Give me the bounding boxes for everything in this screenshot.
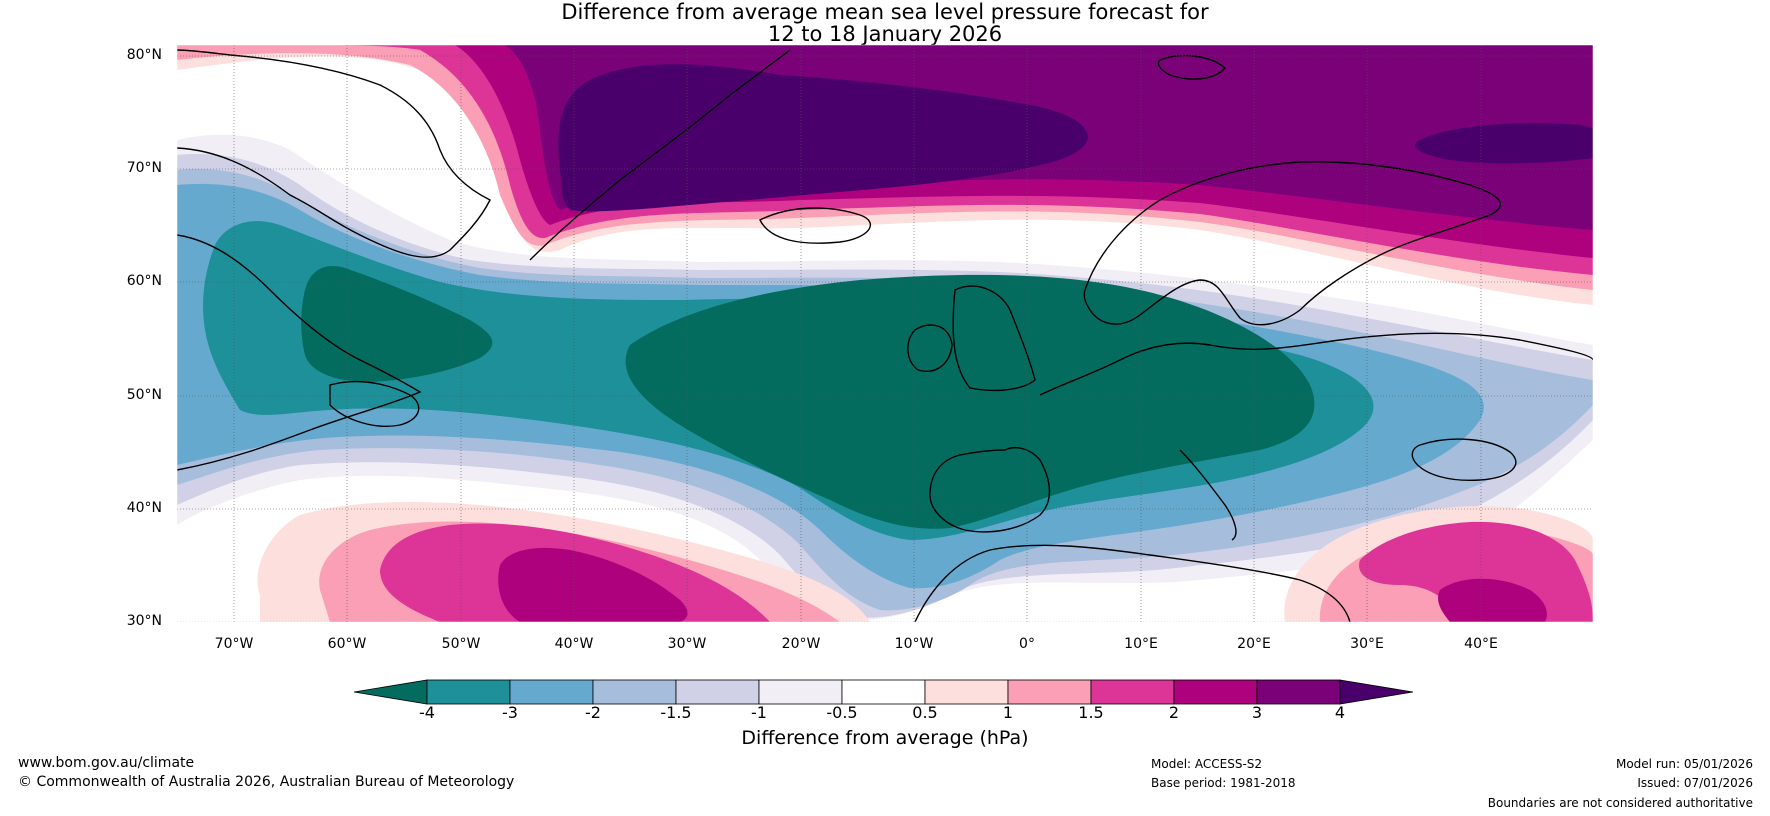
lat-label-80n: 80°N	[126, 47, 162, 63]
lon-label-40e: 40°E	[1464, 636, 1498, 652]
colorbar-tick: 2	[1168, 703, 1180, 722]
central-negative-core-4-labrador	[301, 266, 493, 382]
colorbar	[353, 679, 1414, 705]
black-sea-coast	[1411, 438, 1517, 482]
boundaries-disclaimer: Boundaries are not considered authoritat…	[1487, 796, 1753, 810]
lon-label-50w: 50°W	[441, 636, 481, 652]
lon-label-0: 0°	[1019, 636, 1035, 652]
southeast-positive-band-2	[1438, 578, 1547, 622]
italy-coast	[1179, 449, 1237, 541]
chart-title-line-2: 12 to 18 January 2026	[767, 22, 1003, 46]
coastlines	[177, 49, 1593, 622]
colorbar-swatch	[675, 679, 760, 705]
colorbar-tick: -1	[751, 703, 767, 722]
north-africa-coast	[914, 544, 1351, 622]
lon-label-70w: 70°W	[214, 636, 254, 652]
colorbar-swatch	[426, 679, 511, 705]
model-name: Model: ACCESS-S2	[1151, 757, 1263, 771]
colorbar-swatch	[1007, 679, 1092, 705]
lon-label-20w: 20°W	[781, 636, 821, 652]
colorbar-swatch	[758, 679, 843, 705]
colorbar-swatch	[1256, 679, 1341, 705]
north-positive-core-4-barents	[1415, 123, 1593, 164]
colorbar-extend-low	[353, 679, 428, 705]
colorbar-swatch	[1173, 679, 1258, 705]
map-frame	[176, 44, 1594, 623]
iceland-coast	[759, 207, 872, 244]
scandinavia-coast	[1083, 161, 1502, 326]
base-period: Base period: 1981-2018	[1151, 776, 1296, 790]
colorbar-tick: -1.5	[660, 703, 692, 722]
lon-label-60w: 60°W	[327, 636, 367, 652]
lon-label-10w: 10°W	[894, 636, 934, 652]
central-negative-core-4-europe	[625, 274, 1315, 529]
colorbar-tick: -2	[585, 703, 601, 722]
colorbar-tick: 4	[1334, 703, 1346, 722]
newfoundland-coast	[329, 380, 420, 427]
colorbar-label: Difference from average (hPa)	[741, 727, 1029, 749]
chart-title-line-1: Difference from average mean sea level p…	[561, 0, 1209, 24]
lon-label-10e: 10°E	[1124, 636, 1158, 652]
colorbar-swatch	[509, 679, 594, 705]
colorbar-swatch	[924, 679, 1009, 705]
colorbar-tick: -3	[502, 703, 518, 722]
colorbar-tick: 1	[1002, 703, 1014, 722]
north-positive-core-4-greenland-sea	[558, 64, 1088, 212]
ireland-coast	[907, 324, 953, 372]
iberia-coast	[929, 447, 1051, 533]
greenland-east-coast	[529, 49, 791, 261]
anomaly-fields	[177, 45, 1593, 622]
lat-label-50n: 50°N	[126, 387, 162, 403]
colorbar-swatch	[1090, 679, 1175, 705]
greenland-coast	[177, 49, 491, 258]
lon-label-20e: 20°E	[1237, 636, 1271, 652]
model-run-date: Model run: 05/01/2026	[1615, 757, 1753, 771]
lat-label-30n: 30°N	[126, 613, 162, 629]
copyright-notice: © Commonwealth of Australia 2026, Austra…	[18, 774, 515, 790]
british-isles-coast	[952, 285, 1036, 392]
lat-label-70n: 70°N	[126, 160, 162, 176]
lat-label-60n: 60°N	[126, 273, 162, 289]
issued-date: Issued: 07/01/2026	[1637, 776, 1753, 790]
lon-label-30w: 30°W	[667, 636, 707, 652]
colorbar-extend-high	[1339, 679, 1414, 705]
colorbar-tick: 1.5	[1078, 703, 1104, 722]
colorbar-tick: 0.5	[912, 703, 938, 722]
colorbar-tick: 3	[1251, 703, 1263, 722]
europe-mainland-coast	[1039, 332, 1593, 396]
lon-label-40w: 40°W	[554, 636, 594, 652]
lat-label-40n: 40°N	[126, 500, 162, 516]
labrador-coast	[177, 234, 422, 471]
colorbar-swatch	[841, 679, 926, 705]
colorbar-swatch	[592, 679, 677, 705]
colorbar-tick: -0.5	[826, 703, 858, 722]
southwest-positive-band-2	[498, 547, 688, 622]
colorbar-tick: -4	[419, 703, 435, 722]
website-link[interactable]: www.bom.gov.au/climate	[18, 755, 195, 771]
gridlines	[177, 45, 1593, 622]
lon-label-30e: 30°E	[1350, 636, 1384, 652]
